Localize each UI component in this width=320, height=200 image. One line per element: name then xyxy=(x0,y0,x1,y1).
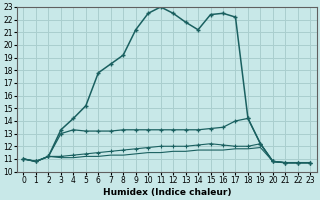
X-axis label: Humidex (Indice chaleur): Humidex (Indice chaleur) xyxy=(103,188,231,197)
